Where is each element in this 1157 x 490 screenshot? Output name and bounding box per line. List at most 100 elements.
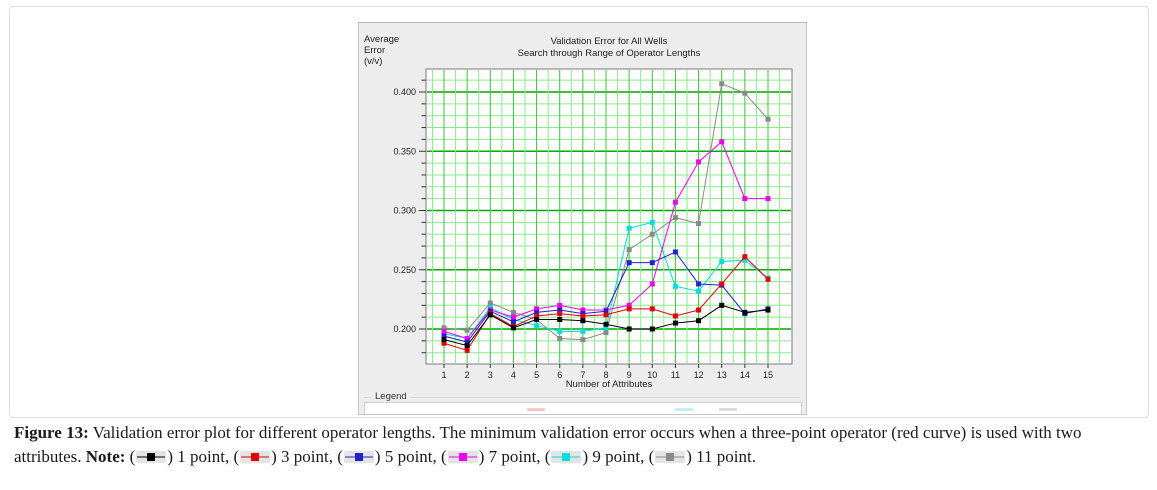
caption-marker-square [251,453,260,461]
data-point-marker [742,309,748,315]
svg-text:9: 9 [627,370,632,380]
svg-text:3: 3 [488,370,493,380]
chart-title-line1: Validation Error for All Wells [550,36,668,47]
data-point-marker [580,307,586,313]
data-point-marker [603,312,609,318]
y-axis-title-line1: Average [364,34,400,45]
legend-preview-mark [527,408,545,411]
data-point-marker [672,283,678,289]
data-point-marker [672,215,678,221]
caption-marker-square [458,453,467,461]
data-point-marker [580,328,586,334]
data-point-marker [672,320,678,326]
data-point-marker [603,321,609,327]
data-point-marker [464,339,470,345]
data-point-marker [696,281,702,287]
series-11-point [441,81,771,343]
data-point-marker [765,116,771,122]
data-point-marker [719,281,725,287]
data-point-marker [534,317,540,323]
svg-text:2: 2 [465,370,470,380]
y-axis-title-line2: Error [364,45,386,56]
data-point-marker [534,322,540,328]
figure-container: Average Error (v/v) Validation Error for… [9,6,1149,418]
svg-text:15: 15 [763,370,773,380]
data-point-marker [557,335,563,341]
svg-text:6: 6 [557,370,562,380]
legend-groupbox-label: Legend [371,391,411,402]
data-point-marker [649,281,655,287]
svg-text:8: 8 [603,370,608,380]
caption-marker-square [147,453,156,461]
data-point-marker [765,196,771,202]
svg-text:0.350: 0.350 [393,146,416,156]
data-point-marker [742,90,748,96]
data-point-marker [672,199,678,205]
caption-figure-label: Figure 13: [14,423,89,442]
svg-text:13: 13 [717,370,727,380]
data-point-marker [765,276,771,282]
caption-marker-square [354,453,363,461]
data-point-marker [534,306,540,312]
y-axis-title-line3: (v/v) [364,56,383,67]
legend-preview-mark [675,408,693,411]
legend-preview-mark [719,408,737,411]
data-point-marker [696,159,702,165]
data-point-marker [719,139,725,145]
data-point-marker [649,306,655,312]
data-point-marker [557,302,563,308]
data-point-marker [696,221,702,227]
caption-text-line1: Validation error plot for different oper… [92,423,1082,442]
data-point-marker [719,258,725,264]
data-point-marker [580,337,586,343]
data-point-marker [510,314,516,320]
data-point-marker [626,302,632,308]
data-point-marker [557,317,563,323]
data-point-marker [626,260,632,266]
data-point-marker [603,308,609,314]
data-point-marker [510,325,516,331]
x-axis-title: Number of Attributes [565,379,653,390]
data-point-marker [557,311,563,317]
y-axis-title: Average Error (v/v) [364,34,399,67]
data-point-marker [649,326,655,332]
data-point-marker [487,300,493,306]
data-point-marker [672,313,678,319]
data-point-marker [742,257,748,263]
data-point-marker [534,313,540,319]
data-point-marker [696,307,702,313]
caption-marker-chip [240,451,271,463]
data-point-marker [765,307,771,313]
svg-text:5: 5 [534,370,539,380]
data-point-marker [510,319,516,325]
data-point-marker [557,328,563,334]
series-1-point [441,302,771,349]
data-point-marker [603,325,609,331]
data-point-marker [649,260,655,266]
data-point-marker [464,327,470,333]
data-point-marker [441,337,447,343]
data-point-marker [742,254,748,260]
caption-text-line2-prefix: attributes. [14,447,82,466]
svg-text:0.300: 0.300 [393,206,416,216]
caption-marker-square [666,453,675,461]
data-point-marker [464,335,470,341]
caption-marker-chip [551,451,582,463]
data-point-marker [719,81,725,87]
data-point-marker [626,225,632,231]
data-point-marker [649,231,655,237]
caption-note-label: Note: [85,447,126,466]
data-point-marker [464,347,470,353]
data-point-marker [510,309,516,315]
data-point-marker [719,302,725,308]
data-point-marker [441,328,447,334]
data-point-marker [580,318,586,324]
figure-caption: Figure 13: Validation error plot for dif… [14,421,1146,469]
svg-text:1: 1 [441,370,446,380]
caption-marker-chip [136,451,167,463]
data-point-marker [441,333,447,339]
data-point-marker [603,330,609,336]
data-point-marker [441,340,447,346]
data-point-marker [487,312,493,318]
